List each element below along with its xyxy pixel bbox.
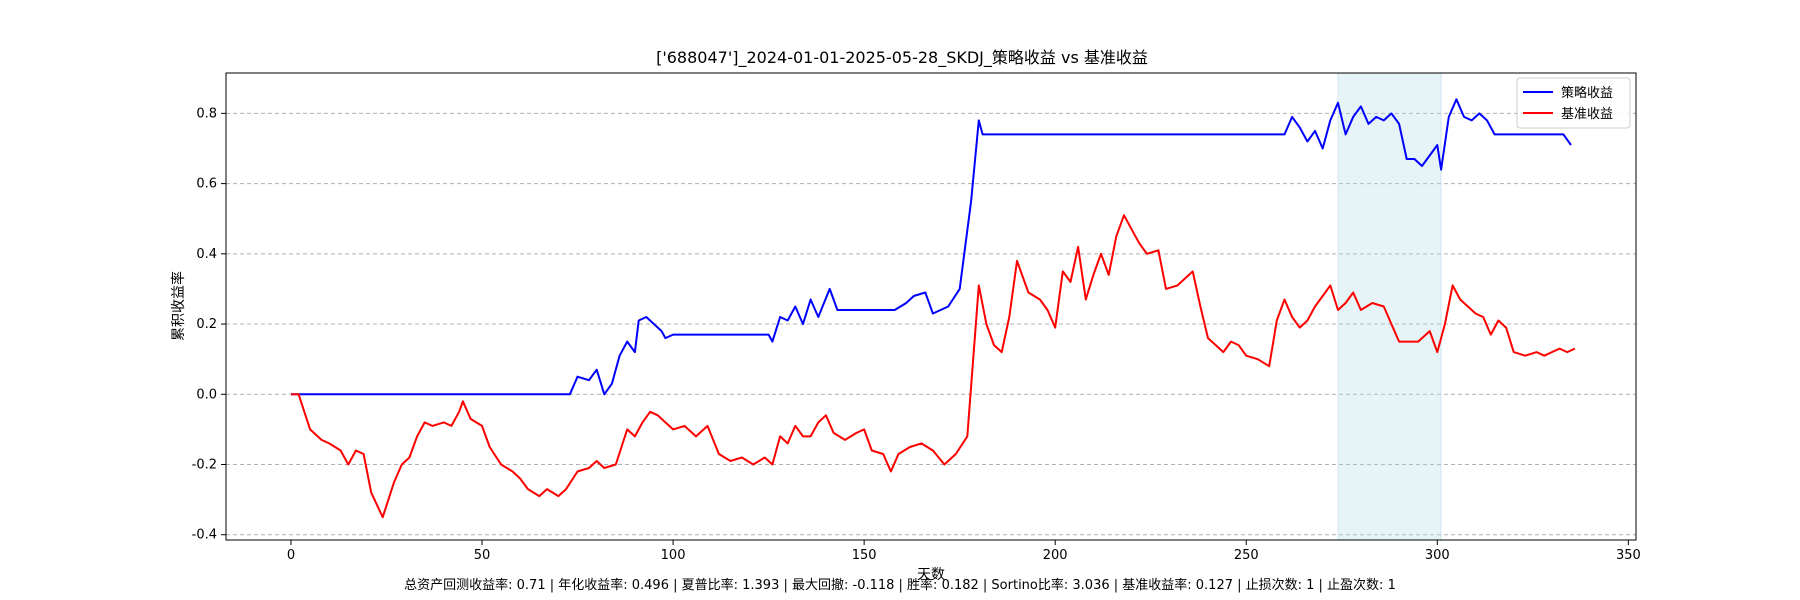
- legend-label-strategy: 策略收益: [1561, 85, 1613, 101]
- x-tick-label: 0: [287, 548, 295, 563]
- series-lines: [291, 98, 1576, 519]
- x-tick-label: 100: [661, 548, 686, 563]
- shaded-region: [1337, 72, 1442, 541]
- x-tick-label: 350: [1616, 548, 1641, 563]
- y-tick-label: -0.4: [192, 528, 217, 543]
- y-axis-label: 累积收益率: [170, 271, 187, 341]
- series-line-1: [291, 214, 1576, 519]
- y-tick-label: 0.6: [196, 177, 217, 192]
- plot-frame: [225, 72, 1637, 541]
- y-axis-ticks: -0.4 -0.2 0.0 0.2 0.4 0.6 0.8: [192, 106, 226, 543]
- x-axis-label: 天数: [917, 567, 945, 583]
- y-tick-label: -0.2: [192, 458, 217, 473]
- series-line-0: [291, 98, 1572, 396]
- y-tick-label: 0.2: [196, 317, 217, 332]
- x-tick-label: 200: [1043, 548, 1068, 563]
- chart-title: ['688047']_2024-01-01-2025-05-28_SKDJ_策略…: [656, 48, 1148, 68]
- x-axis-ticks: 0 50 100 150 200 250 300 350: [287, 540, 1641, 563]
- y-tick-label: 0.8: [196, 106, 217, 121]
- x-tick-label: 150: [852, 548, 877, 563]
- y-tick-label: 0.0: [196, 387, 217, 402]
- x-tick-label: 300: [1425, 548, 1450, 563]
- legend-box: [1516, 77, 1631, 129]
- legend-label-benchmark: 基准收益: [1561, 107, 1613, 122]
- legend: 策略收益 基准收益: [1516, 77, 1631, 129]
- x-tick-label: 250: [1234, 548, 1259, 563]
- x-tick-label: 50: [474, 548, 491, 563]
- y-tick-label: 0.4: [196, 247, 217, 262]
- metrics-footer: 总资产回测收益率: 0.71 | 年化收益率: 0.496 | 夏普比率: 1.…: [404, 577, 1396, 593]
